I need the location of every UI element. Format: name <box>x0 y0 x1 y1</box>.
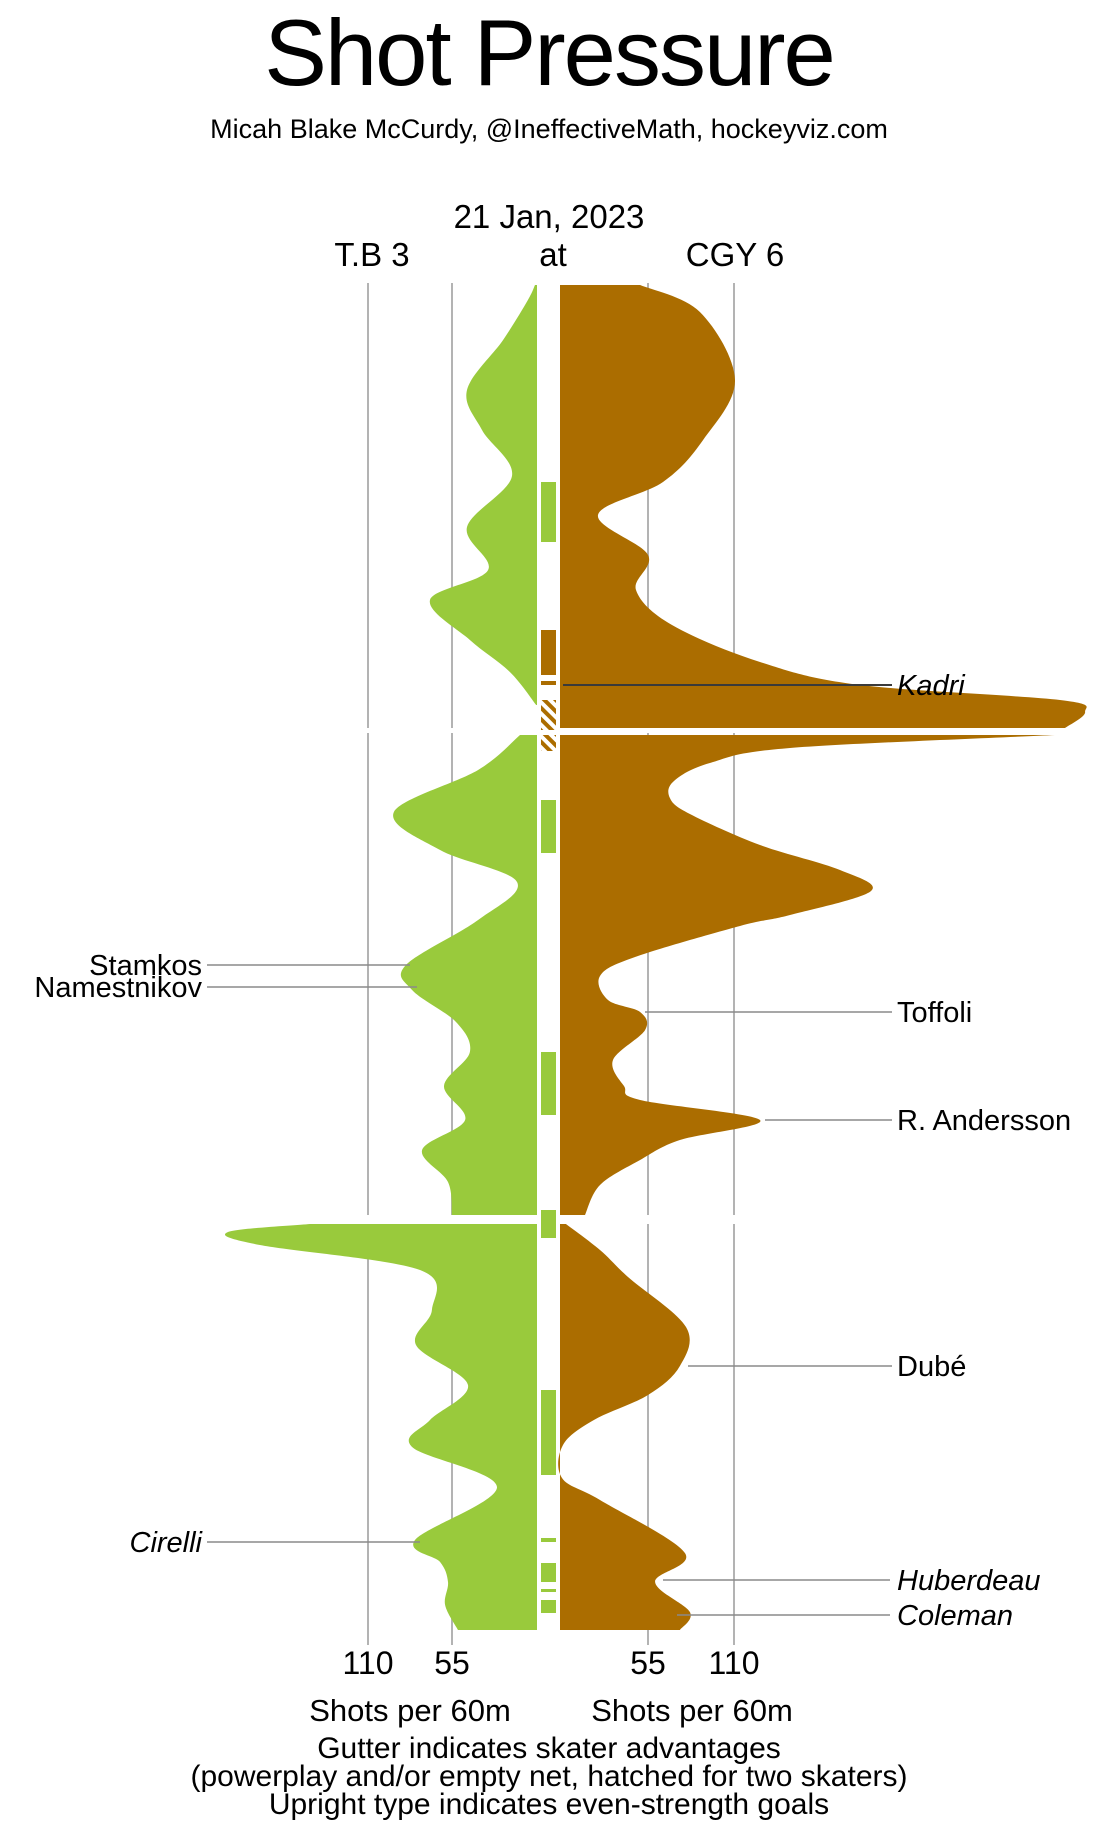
tick-label-away-55: 55 <box>434 1645 470 1681</box>
tick-label-away-110: 110 <box>342 1645 393 1681</box>
tick-label-home-110: 110 <box>708 1645 759 1681</box>
density-home-period-1 <box>560 285 1087 728</box>
gutter-bar-home-hatched-3 <box>541 700 556 730</box>
gutter-bar-away-7 <box>541 1210 556 1238</box>
gutter-bar-away-5 <box>541 800 556 853</box>
gutter-bar-away-12 <box>541 1600 556 1613</box>
density-home-period-3 <box>558 1224 691 1630</box>
home-team-score: CGY 6 <box>685 236 785 273</box>
goal-label-huberdeau: Huberdeau <box>897 1565 1041 1597</box>
gutter-bar-home-hatched-4 <box>541 735 556 751</box>
goal-label-toffoli: Toffoli <box>897 997 972 1029</box>
gutter-bar-home-2 <box>541 681 556 685</box>
gutter-bar-home-1 <box>541 630 556 675</box>
density-away-period-3 <box>224 1224 537 1630</box>
goal-label-stamkos: Stamkos <box>89 950 202 982</box>
goal-label-coleman: Coleman <box>897 1600 1013 1632</box>
caption-line-1: Gutter indicates skater advantages <box>317 1732 781 1765</box>
density-home-period-2 <box>560 735 1055 1215</box>
gutter-bar-away-9 <box>541 1538 556 1542</box>
gutter-bar-away-8 <box>541 1390 556 1475</box>
goal-label-kadri: Kadri <box>897 670 966 702</box>
gutter-bar-away-10 <box>541 1563 556 1582</box>
axis-title-home: Shots per 60m <box>591 1693 793 1728</box>
at-label: at <box>539 236 567 273</box>
gutter-bar-away-6 <box>541 1052 556 1115</box>
axis-title-away: Shots per 60m <box>309 1693 511 1728</box>
page-title: Shot Pressure <box>264 0 836 105</box>
goal-label-namestnikov: Namestnikov <box>34 972 202 1004</box>
goal-label-r-andersson: R. Andersson <box>897 1105 1071 1137</box>
game-date: 21 Jan, 2023 <box>453 198 645 235</box>
gutter-bar-away-0 <box>541 482 556 542</box>
density-away-period-2 <box>393 735 537 1215</box>
goal-label-dub: Dubé <box>897 1351 966 1383</box>
caption-line-2: (powerplay and/or empty net, hatched for… <box>190 1760 908 1793</box>
credit-line: Micah Blake McCurdy, @IneffectiveMath, h… <box>210 114 888 144</box>
goal-label-cirelli: Cirelli <box>130 1527 204 1559</box>
gutter-bar-away-11 <box>541 1589 556 1592</box>
density-away-period-1 <box>429 285 537 705</box>
caption-line-3: Upright type indicates even-strength goa… <box>268 1788 830 1821</box>
away-team-score: T.B 3 <box>334 236 410 273</box>
tick-label-home-55: 55 <box>630 1645 666 1681</box>
